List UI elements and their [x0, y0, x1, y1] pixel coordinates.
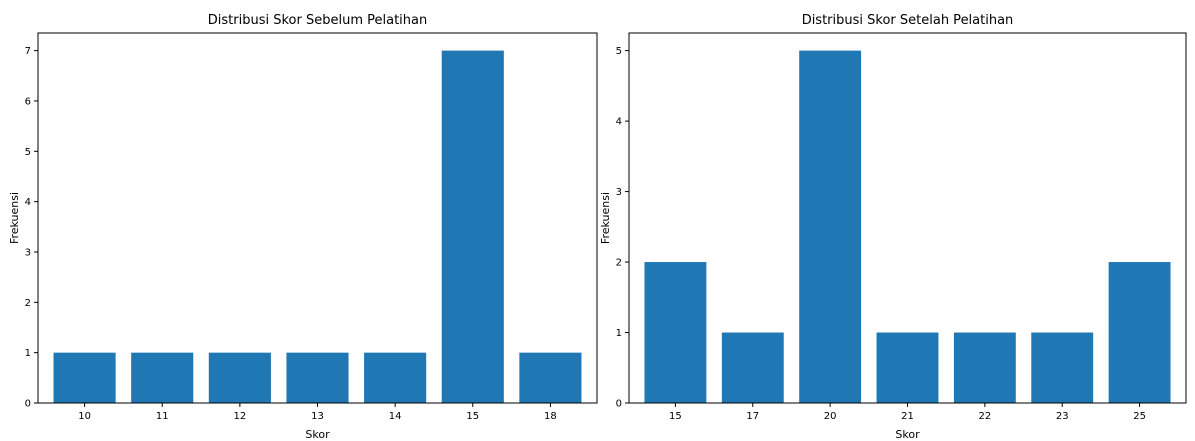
- y-tick-label: 3: [25, 247, 31, 258]
- x-tick-label: 15: [466, 411, 479, 422]
- bar-17: [721, 332, 784, 403]
- y-tick-label: 1: [25, 348, 31, 359]
- bar-15: [441, 50, 504, 403]
- y-tick-label: 0: [616, 399, 622, 410]
- y-tick-label: 6: [25, 96, 31, 107]
- y-tick-label: 7: [25, 46, 31, 57]
- y-axis-label: Frekuensi: [8, 192, 21, 244]
- bar-21: [876, 332, 939, 403]
- x-tick-label: 10: [78, 411, 91, 422]
- bar-14: [364, 352, 427, 403]
- axes-frame: [37, 32, 598, 404]
- x-tick-label: 11: [156, 411, 169, 422]
- y-tick-label: 3: [616, 187, 622, 198]
- x-axis-label: Skor: [305, 428, 330, 441]
- y-tick-label: 4: [616, 117, 622, 128]
- y-tick-label: 2: [616, 258, 622, 269]
- y-tick-label: 2: [25, 298, 31, 309]
- y-tick-label: 1: [616, 328, 622, 339]
- y-tick-label: 0: [25, 399, 31, 410]
- x-axis-label: Skor: [895, 428, 920, 441]
- bar-11: [131, 352, 194, 403]
- y-tick-label: 5: [616, 46, 622, 57]
- x-tick-label: 17: [746, 411, 759, 422]
- x-tick-label: 14: [389, 411, 402, 422]
- bar-25: [1108, 262, 1171, 403]
- bar-20: [799, 50, 862, 403]
- bar-13: [286, 352, 349, 403]
- bar-22: [953, 332, 1016, 403]
- x-tick-label: 22: [978, 411, 991, 422]
- chart-title: Distribusi Skor Setelah Pelatihan: [802, 13, 1014, 28]
- x-tick-label: 20: [824, 411, 837, 422]
- bar-10: [53, 352, 116, 403]
- x-tick-label: 21: [901, 411, 914, 422]
- bar-15: [644, 262, 707, 403]
- x-tick-label: 15: [669, 411, 682, 422]
- bar-12: [208, 352, 271, 403]
- x-tick-label: 13: [311, 411, 324, 422]
- x-tick-label: 18: [544, 411, 557, 422]
- x-tick-label: 12: [233, 411, 246, 422]
- x-tick-label: 23: [1056, 411, 1069, 422]
- chart-title: Distribusi Skor Sebelum Pelatihan: [208, 13, 427, 28]
- y-tick-label: 5: [25, 147, 31, 158]
- bar-23: [1031, 332, 1094, 403]
- x-tick-label: 25: [1133, 411, 1146, 422]
- y-tick-label: 4: [25, 197, 31, 208]
- bar-18: [519, 352, 582, 403]
- y-axis-label: Frekuensi: [599, 192, 612, 244]
